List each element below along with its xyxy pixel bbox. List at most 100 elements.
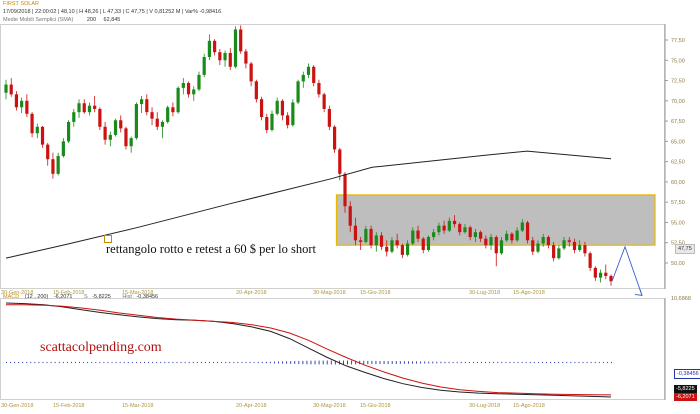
hist-bar (278, 361, 279, 364)
candle (51, 152, 55, 179)
candle (426, 235, 431, 252)
macd-params: (12 , 200) (24, 294, 49, 300)
hist-bar (26, 361, 28, 364)
candle (296, 79, 300, 105)
candle (259, 96, 264, 121)
hist-bar (395, 361, 397, 364)
hist-bar (363, 360, 365, 365)
hist-bar (152, 361, 154, 364)
candle (536, 240, 540, 254)
hist-label: Hist (122, 294, 132, 300)
candle (192, 86, 196, 101)
hist-bar (477, 361, 478, 364)
candle (103, 121, 107, 145)
hist-bar (525, 361, 527, 364)
candle (140, 95, 144, 113)
hist-bar (111, 361, 113, 364)
x-label: 30-Lug-2018 (469, 403, 501, 409)
hist-bar (416, 361, 418, 364)
hist-bar (192, 361, 194, 364)
hist-bar (180, 361, 182, 364)
hist-bar (265, 361, 267, 364)
candle (411, 227, 415, 246)
price-tick-label: 55,00 (671, 220, 685, 226)
candle (77, 99, 81, 118)
hist-bar (160, 361, 162, 364)
candle (578, 240, 582, 252)
hist-bar (253, 361, 255, 364)
candle (213, 39, 217, 56)
price-tick-label: 70,00 (671, 99, 685, 105)
macd-histogram (6, 360, 612, 365)
candle (609, 274, 613, 286)
hist-bar (314, 360, 316, 365)
hist-bar (70, 361, 72, 364)
hist-bar (164, 361, 166, 364)
hist-bar (509, 361, 511, 364)
candle (207, 34, 212, 61)
annotation-marker (104, 235, 112, 243)
candle (468, 225, 472, 241)
hist-bar (432, 361, 434, 364)
candle (312, 65, 316, 87)
hist-bar (412, 361, 413, 364)
hist-bar (241, 361, 243, 364)
hist-bar (570, 361, 572, 364)
ohlc-readout: 17/09/2018 | 22:00:02 | 48,10 | H 48,26 … (3, 9, 222, 15)
hist-bar (119, 361, 121, 364)
candle (353, 217, 358, 246)
hist-bar (75, 361, 76, 364)
candle (171, 102, 175, 117)
hist-bar (184, 361, 186, 364)
hist-bar (485, 361, 487, 364)
macd-name: MACD (3, 294, 20, 300)
hist-bar (249, 361, 251, 364)
candle (9, 78, 13, 97)
price-tick-label: 52,50 (671, 241, 685, 247)
hist-bar (87, 361, 89, 364)
candle (301, 71, 305, 88)
hist-bar (42, 361, 44, 364)
candle (515, 227, 519, 242)
price-tick-label: 77,50 (671, 38, 685, 44)
candle (176, 86, 180, 114)
x-label: 30-Mag-2018 (313, 403, 346, 409)
x-label: 15-Giu-2018 (360, 403, 391, 409)
candle (499, 237, 504, 255)
candle (14, 91, 19, 111)
hist-bar (387, 361, 389, 365)
price-tick-label: 50,00 (671, 261, 685, 267)
macd-signal-badge: -5,8225 (674, 385, 697, 393)
hist-bar (66, 361, 68, 364)
candle (223, 50, 227, 67)
hist-bar (334, 360, 336, 365)
hist-bar (22, 361, 24, 364)
hist-bar (383, 360, 385, 365)
candle (552, 241, 556, 262)
hist-bar (598, 361, 600, 364)
sma-legend-value: 62,845 (103, 17, 121, 23)
hist-bar (403, 361, 405, 364)
macd-header: MACD (12 , 200) -6,2071 S -5,8225 Hist -… (3, 294, 158, 300)
candle (40, 125, 45, 148)
hist-bar (62, 361, 64, 364)
hist-bar (269, 361, 271, 364)
hist-bar (290, 361, 292, 364)
hist-bar (481, 361, 482, 364)
hist-bar (326, 360, 328, 365)
candle (604, 264, 608, 280)
candle (228, 48, 232, 71)
sma-legend-period: 200 (86, 17, 97, 23)
hist-bar (221, 361, 223, 364)
candle (520, 219, 524, 233)
candle (25, 94, 29, 118)
candle (108, 131, 112, 147)
candle (598, 269, 603, 283)
hist-bar (257, 361, 259, 364)
candle (129, 136, 133, 153)
hist-bar (590, 361, 592, 364)
candle (306, 63, 311, 79)
candle (166, 105, 170, 124)
price-tick-label: 62,50 (671, 160, 685, 166)
